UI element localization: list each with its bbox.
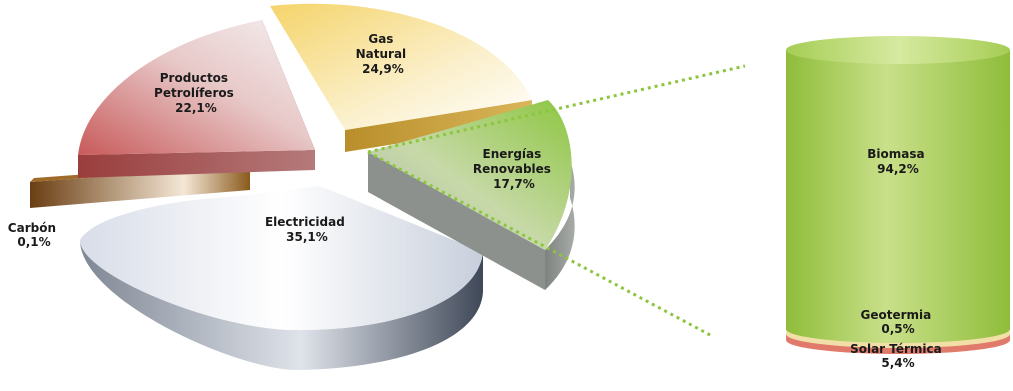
connector-line-bottom bbox=[367, 150, 713, 338]
pie-slice-petroliferos-side bbox=[78, 150, 315, 178]
pie-slice-electricidad-side bbox=[80, 240, 483, 371]
pie-label-petroliferos-line1: Productos bbox=[160, 71, 228, 85]
pie-slice-petroliferos-top bbox=[78, 20, 315, 155]
pie-value-gas-natural: 24,9% bbox=[362, 62, 404, 76]
pie-label-gas-natural-line1: Gas bbox=[368, 32, 393, 46]
pie-label-petroliferos-line2: Petrolíferos bbox=[154, 86, 234, 100]
cylinder-label-solar-termica-name: Solar Térmica bbox=[850, 342, 942, 356]
connector-line-top bbox=[367, 64, 746, 154]
connector-lines bbox=[367, 64, 746, 338]
pie-value-electricidad: 35,1% bbox=[286, 230, 328, 244]
stacked-cylinder-chart: Biomasa 94,2% Geotermia 0,5% Solar Térmi… bbox=[786, 36, 1010, 370]
cylinder-top bbox=[786, 36, 1010, 64]
pie-label-renovables: Energías Renovables 17,7% bbox=[473, 147, 555, 191]
pie-chart: Electricidad 35,1% Carbón 0,1% Productos… bbox=[8, 3, 575, 371]
pie-label-electricidad-line: Electricidad bbox=[265, 215, 345, 229]
pie-label-gas-natural: Gas Natural 24,9% bbox=[356, 32, 411, 76]
pie-value-carbon: 0,1% bbox=[17, 235, 50, 249]
cylinder-label-biomasa: Biomasa 94,2% bbox=[867, 147, 929, 176]
cylinder-label-geotermia-name: Geotermia bbox=[861, 308, 932, 322]
pie-slice-petroliferos: Productos Petrolíferos 22,1% bbox=[78, 20, 315, 178]
pie-slice-electricidad: Electricidad 35,1% bbox=[80, 186, 483, 371]
pie-value-petroliferos: 22,1% bbox=[175, 101, 217, 115]
cylinder-value-biomasa: 94,2% bbox=[877, 162, 919, 176]
pie-label-carbon-line: Carbón bbox=[8, 221, 56, 235]
cylinder-label-solar-termica: Solar Térmica 5,4% bbox=[850, 342, 946, 370]
pie-slice-gas-natural-side bbox=[345, 100, 532, 152]
pie-slice-gas-natural: Gas Natural 24,9% bbox=[270, 3, 532, 152]
pie-slice-renovables-front bbox=[368, 152, 545, 290]
cylinder-value-solar-termica: 5,4% bbox=[881, 356, 914, 370]
cylinder-label-geotermia: Geotermia 0,5% bbox=[861, 308, 936, 336]
pie-slice-renovables: Energías Renovables 17,7% bbox=[368, 100, 575, 290]
pie-slice-electricidad-top bbox=[80, 186, 483, 331]
pie-slice-renovables-top bbox=[368, 100, 572, 250]
cylinder-value-geotermia: 0,5% bbox=[881, 322, 914, 336]
pie-value-renovables: 17,7% bbox=[493, 177, 535, 191]
pie-label-petroliferos: Productos Petrolíferos 22,1% bbox=[154, 71, 238, 115]
pie-label-electricidad: Electricidad 35,1% bbox=[265, 215, 349, 244]
pie-label-carbon: Carbón 0,1% bbox=[8, 221, 60, 249]
pie-slice-carbon-body bbox=[30, 166, 250, 208]
pie-label-renovables-line2: Renovables bbox=[473, 162, 551, 176]
pie-slice-gas-natural-top bbox=[270, 3, 532, 131]
pie-label-renovables-line1: Energías bbox=[483, 147, 542, 161]
pie-label-gas-natural-line2: Natural bbox=[356, 47, 407, 61]
cylinder-segment-biomasa bbox=[786, 50, 1010, 343]
cylinder-label-biomasa-name: Biomasa bbox=[867, 147, 924, 161]
